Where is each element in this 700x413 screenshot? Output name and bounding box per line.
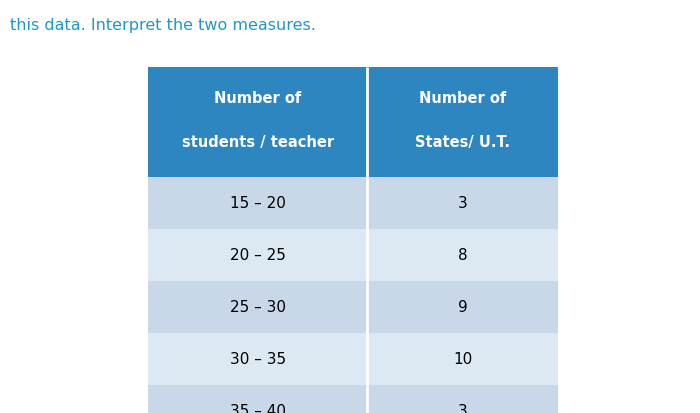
Bar (148, 230, 558, 281)
Text: 20 – 25: 20 – 25 (230, 248, 286, 263)
Text: students / teacher: students / teacher (181, 135, 334, 150)
Text: 9: 9 (458, 300, 468, 315)
Bar (148, 68, 558, 178)
Text: 10: 10 (453, 351, 473, 367)
Bar (148, 385, 558, 413)
Text: States/ U.T.: States/ U.T. (415, 135, 510, 150)
Text: 35 – 40: 35 – 40 (230, 404, 286, 413)
Bar (148, 333, 558, 385)
Text: 3: 3 (458, 404, 468, 413)
Text: 15 – 20: 15 – 20 (230, 196, 286, 211)
Text: Number of: Number of (214, 91, 301, 106)
Text: this data. Interpret the two measures.: this data. Interpret the two measures. (10, 18, 316, 33)
Text: Number of: Number of (419, 91, 506, 106)
Text: 8: 8 (458, 248, 468, 263)
Bar (148, 178, 558, 230)
Text: 30 – 35: 30 – 35 (230, 351, 286, 367)
Bar (148, 281, 558, 333)
Text: 3: 3 (458, 196, 468, 211)
Text: 25 – 30: 25 – 30 (230, 300, 286, 315)
